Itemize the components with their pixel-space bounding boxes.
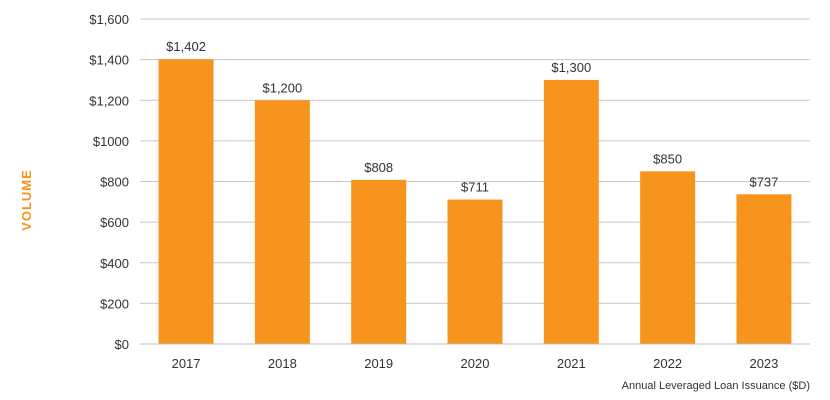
data-label-2023: $737 [749,174,778,189]
x-tick-label: 2017 [172,356,201,371]
data-label-2022: $850 [653,151,682,166]
bar-2018 [254,100,310,344]
data-label-2021: $1,300 [551,60,591,75]
bar-2017 [158,59,214,344]
y-tick-label: $1,200 [89,93,129,108]
y-tick-label: $1,600 [89,12,129,27]
y-tick-label: $1000 [93,134,129,149]
y-tick-label: $0 [115,337,129,352]
x-tick-label: 2018 [268,356,297,371]
bar-2019 [351,179,407,344]
bar-2021 [543,79,599,344]
y-tick-label: $1,400 [89,53,129,68]
y-tick-label: $600 [100,215,129,230]
x-tick-label: 2019 [364,356,393,371]
data-label-2019: $808 [364,160,393,175]
x-axis-title: Annual Leveraged Loan Issuance ($D) [622,380,810,392]
x-tick-label: 2022 [653,356,682,371]
data-label-2020: $711 [461,180,489,195]
data-labels: $1,402 $1,200 $808 $711 $1,300 $850 $737 [166,39,778,194]
y-axis-ticks: $0 $200 $400 $600 $800 $1000 $1,200 $1,400 $1,60… [89,12,129,352]
bars [158,59,792,344]
y-tick-label: $400 [100,256,129,271]
x-axis-ticks: 2017 2018 2019 2020 2021 2022 2023 [172,356,779,371]
y-axis-title: VOLUME [19,169,34,231]
y-tick-label: $800 [100,175,129,190]
x-tick-label: 2021 [557,356,586,371]
x-tick-label: 2020 [461,356,490,371]
bar-2020 [447,199,503,344]
data-label-2018: $1,200 [262,80,302,95]
x-tick-label: 2023 [749,356,778,371]
bar-2023 [736,194,792,344]
data-label-2017: $1,402 [166,39,206,54]
bar-2022 [640,171,696,344]
y-tick-label: $200 [100,296,129,311]
